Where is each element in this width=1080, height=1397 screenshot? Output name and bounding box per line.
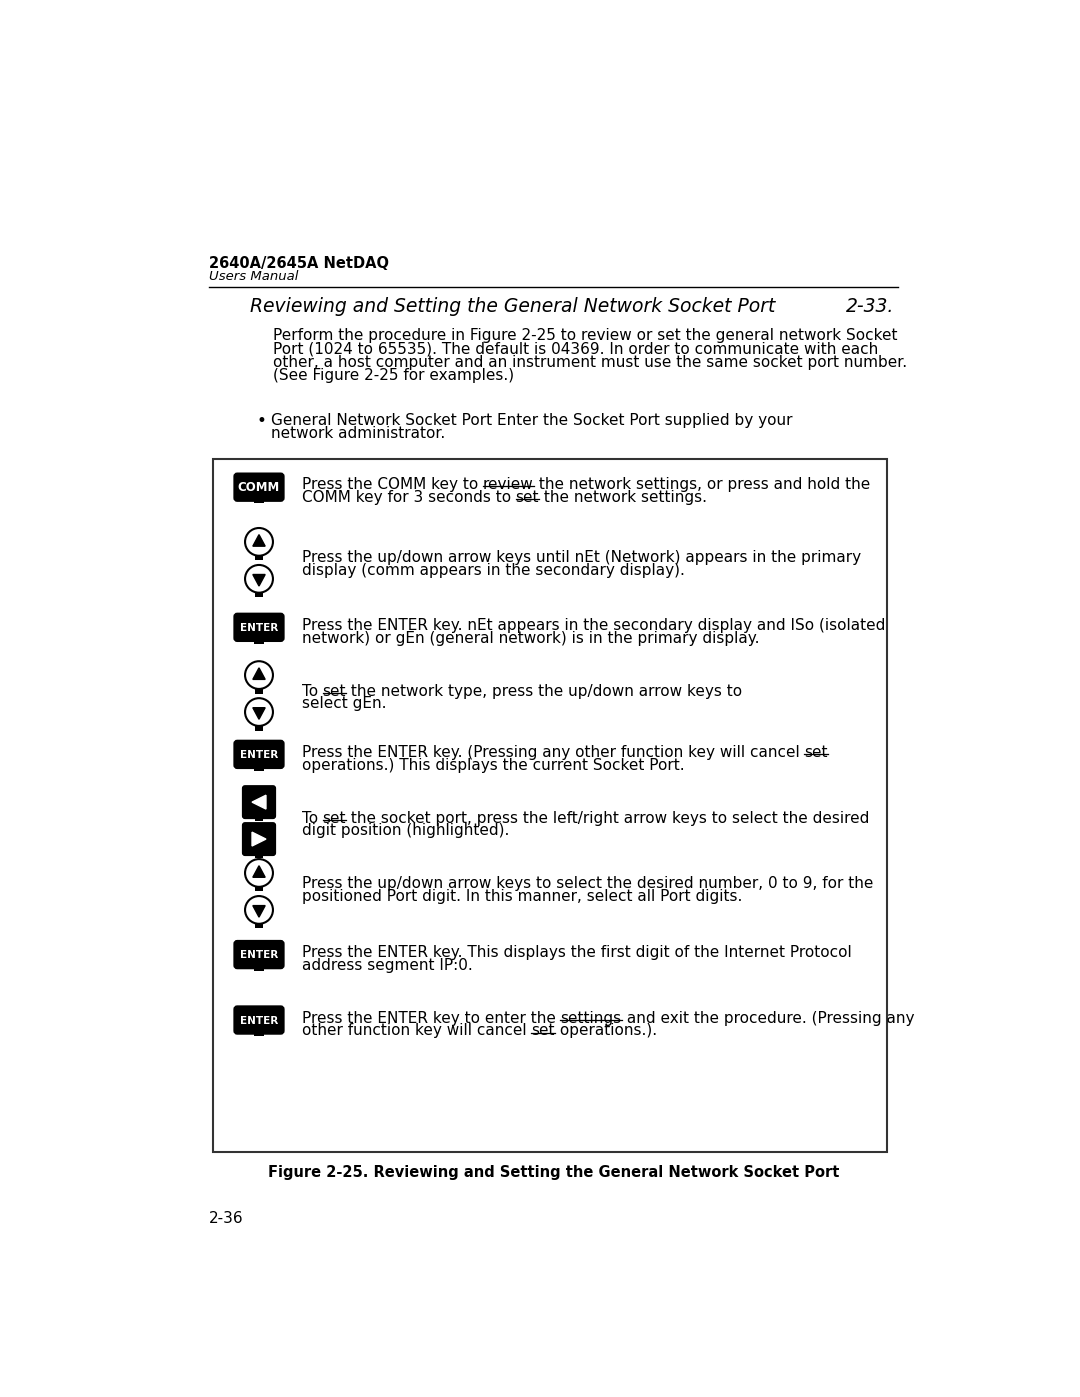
Text: operations.).: operations.). (555, 1024, 657, 1038)
Text: 2-33.: 2-33. (846, 298, 894, 316)
Text: display (comm appears in the secondary display).: display (comm appears in the secondary d… (301, 563, 685, 578)
Text: Press the COMM key to: Press the COMM key to (301, 478, 483, 492)
Text: the network settings.: the network settings. (539, 490, 707, 504)
Text: review: review (483, 478, 534, 492)
Polygon shape (253, 574, 266, 585)
Text: Perform the procedure in Figure 2-25 to review or set the general network Socket: Perform the procedure in Figure 2-25 to … (273, 328, 897, 342)
Text: Figure 2-25. Reviewing and Setting the General Network Socket Port: Figure 2-25. Reviewing and Setting the G… (268, 1165, 839, 1180)
Text: 2640A/2645A NetDAQ: 2640A/2645A NetDAQ (208, 256, 389, 271)
FancyBboxPatch shape (213, 458, 887, 1151)
Text: network administrator.: network administrator. (271, 426, 445, 441)
Text: ENTER: ENTER (240, 950, 279, 960)
Text: •: • (257, 412, 267, 430)
Text: digit position (highlighted).: digit position (highlighted). (301, 823, 509, 838)
Circle shape (245, 859, 273, 887)
FancyBboxPatch shape (255, 689, 262, 693)
FancyBboxPatch shape (254, 637, 265, 644)
Text: COMM key for 3 seconds to: COMM key for 3 seconds to (301, 490, 515, 504)
FancyBboxPatch shape (243, 823, 275, 855)
Polygon shape (252, 833, 266, 847)
Text: Reviewing and Setting the General Network Socket Port: Reviewing and Setting the General Networ… (249, 298, 775, 316)
Text: ENTER: ENTER (240, 1016, 279, 1025)
FancyBboxPatch shape (234, 1006, 284, 1034)
Circle shape (245, 661, 273, 689)
Circle shape (245, 564, 273, 592)
Text: set: set (323, 683, 346, 698)
FancyBboxPatch shape (254, 497, 265, 503)
Circle shape (245, 895, 273, 923)
FancyBboxPatch shape (243, 787, 275, 819)
Text: set: set (805, 745, 827, 760)
Text: operations.) This displays the current Socket Port.: operations.) This displays the current S… (301, 757, 685, 773)
Polygon shape (252, 795, 266, 809)
Text: and exit the procedure. (Pressing any: and exit the procedure. (Pressing any (621, 1011, 914, 1025)
Text: other function key will cancel: other function key will cancel (301, 1024, 531, 1038)
Text: 2-36: 2-36 (208, 1211, 243, 1227)
FancyBboxPatch shape (255, 725, 262, 731)
Polygon shape (253, 866, 266, 877)
Text: Press the ENTER key to enter the: Press the ENTER key to enter the (301, 1011, 561, 1025)
Text: Users Manual: Users Manual (208, 270, 298, 284)
Text: Press the ENTER key. (Pressing any other function key will cancel: Press the ENTER key. (Pressing any other… (301, 745, 805, 760)
FancyBboxPatch shape (255, 886, 262, 891)
FancyBboxPatch shape (255, 923, 262, 929)
Text: network) or gEn (general network) is in the primary display.: network) or gEn (general network) is in … (301, 631, 759, 645)
Text: set: set (323, 810, 346, 826)
FancyBboxPatch shape (234, 474, 284, 502)
FancyBboxPatch shape (234, 940, 284, 968)
FancyBboxPatch shape (255, 592, 262, 598)
Text: settings: settings (561, 1011, 621, 1025)
FancyBboxPatch shape (255, 852, 262, 858)
Text: Press the ENTER key. nEt appears in the secondary display and ISo (isolated: Press the ENTER key. nEt appears in the … (301, 617, 885, 633)
Polygon shape (253, 668, 266, 679)
Text: select gEn.: select gEn. (301, 696, 387, 711)
Text: set: set (531, 1024, 555, 1038)
Text: set: set (515, 490, 539, 504)
Polygon shape (253, 905, 266, 916)
Text: COMM: COMM (238, 482, 280, 495)
FancyBboxPatch shape (255, 555, 262, 560)
FancyBboxPatch shape (254, 1030, 265, 1037)
Text: (See Figure 2-25 for examples.): (See Figure 2-25 for examples.) (273, 369, 514, 383)
Text: General Network Socket Port Enter the Socket Port supplied by your: General Network Socket Port Enter the So… (271, 412, 792, 427)
Text: To: To (301, 683, 323, 698)
Text: Press the ENTER key. This displays the first digit of the Internet Protocol: Press the ENTER key. This displays the f… (301, 946, 851, 960)
FancyBboxPatch shape (254, 764, 265, 771)
FancyBboxPatch shape (234, 740, 284, 768)
Text: To: To (301, 810, 323, 826)
FancyBboxPatch shape (255, 816, 262, 820)
Text: other, a host computer and an instrument must use the same socket port number.: other, a host computer and an instrument… (273, 355, 907, 370)
Polygon shape (253, 708, 266, 719)
Text: the network settings, or press and hold the: the network settings, or press and hold … (534, 478, 869, 492)
FancyBboxPatch shape (254, 964, 265, 971)
Circle shape (245, 698, 273, 726)
Text: ENTER: ENTER (240, 750, 279, 760)
FancyBboxPatch shape (234, 613, 284, 641)
Circle shape (245, 528, 273, 556)
Text: Port (1024 to 65535). The default is 04369. In order to communicate with each: Port (1024 to 65535). The default is 043… (273, 341, 878, 356)
Text: the network type, press the up/down arrow keys to: the network type, press the up/down arro… (346, 683, 742, 698)
Text: Press the up/down arrow keys until nEt (Network) appears in the primary: Press the up/down arrow keys until nEt (… (301, 550, 861, 566)
Text: the socket port, press the left/right arrow keys to select the desired: the socket port, press the left/right ar… (346, 810, 869, 826)
Text: Press the up/down arrow keys to select the desired number, 0 to 9, for the: Press the up/down arrow keys to select t… (301, 876, 873, 891)
Polygon shape (253, 535, 266, 546)
Text: address segment IP:0.: address segment IP:0. (301, 958, 472, 974)
Text: positioned Port digit. In this manner, select all Port digits.: positioned Port digit. In this manner, s… (301, 888, 742, 904)
Text: ENTER: ENTER (240, 623, 279, 633)
